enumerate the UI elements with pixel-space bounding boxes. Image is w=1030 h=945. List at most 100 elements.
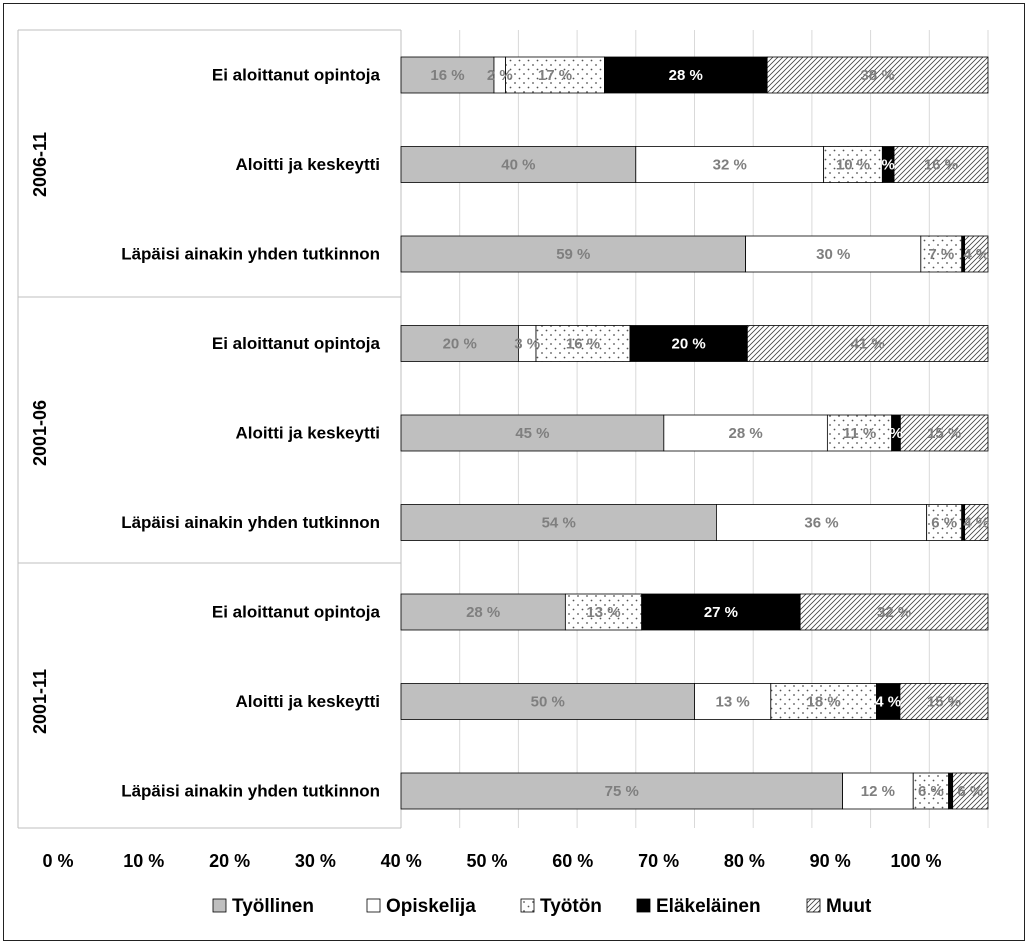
x-tick-label: 70 % xyxy=(638,851,679,871)
x-tick-label: 100 % xyxy=(890,851,941,871)
x-tick-label: 10 % xyxy=(123,851,164,871)
data-label: 59 % xyxy=(556,246,590,263)
category-label: Aloitti ja keskeytti xyxy=(235,692,380,711)
group-label: 2001-06 xyxy=(30,400,50,466)
x-tick-label: 30 % xyxy=(295,851,336,871)
bar-segment xyxy=(663,414,828,452)
data-label: 4 % xyxy=(963,246,989,263)
bar-segment xyxy=(635,146,825,183)
bar-segment xyxy=(926,504,963,541)
bar-segment xyxy=(604,56,768,94)
bar-segment xyxy=(400,325,519,362)
data-label: 16 % xyxy=(430,67,464,84)
labels-layer: 0 % 10 % 20 % 30 % 40 % 50 % 60 % 70 % 80 % 90 % 1… xyxy=(30,65,989,871)
data-label: 20 % xyxy=(443,335,477,352)
bar-segment xyxy=(694,683,772,720)
data-label: 20 % xyxy=(672,335,706,352)
bar-segment xyxy=(505,56,605,94)
data-label: 12 % xyxy=(861,783,895,800)
bar-segment xyxy=(823,146,883,183)
legend-swatch xyxy=(806,898,821,913)
x-tick-label: 50 % xyxy=(466,851,507,871)
legend-swatch xyxy=(366,898,381,913)
bar-segment xyxy=(400,593,566,631)
category-label: Läpäisi ainakin yhden tutkinnon xyxy=(121,244,380,263)
data-label: 28 % xyxy=(466,604,500,621)
legend-swatch xyxy=(636,898,651,913)
data-label: 27 % xyxy=(704,604,738,621)
data-label: 6 % xyxy=(957,783,983,800)
data-label: 2 % xyxy=(487,67,513,84)
data-label: 28 % xyxy=(669,67,703,84)
x-tick-label: 40 % xyxy=(381,851,422,871)
x-tick-label: 60 % xyxy=(552,851,593,871)
data-label: 15 % xyxy=(927,425,961,442)
bar-segment xyxy=(400,504,717,541)
bar-segment xyxy=(400,56,495,94)
category-label: Ei aloittanut opintoja xyxy=(212,334,381,353)
bar-segment xyxy=(899,683,989,720)
bar-segment xyxy=(400,772,843,810)
data-label: 18 % xyxy=(807,693,841,710)
category-label: Ei aloittanut opintoja xyxy=(212,602,381,621)
data-label: 36 % xyxy=(804,514,838,531)
data-label: % xyxy=(889,425,902,442)
legend-label: Opiskelija xyxy=(386,896,476,917)
bar-segment xyxy=(766,56,989,94)
legend-label: Eläkeläinen xyxy=(656,896,761,917)
data-label: 50 % xyxy=(531,693,565,710)
bar-segment xyxy=(948,772,954,810)
bar-segment xyxy=(770,683,877,720)
data-label: 7 % xyxy=(928,246,954,263)
legend-swatch xyxy=(212,898,227,913)
data-label: 75 % xyxy=(605,783,639,800)
bar-segment xyxy=(826,414,893,452)
chart-frame xyxy=(3,3,1025,941)
bar-segment xyxy=(629,325,748,362)
data-label: 45 % xyxy=(515,425,549,442)
bar-segment xyxy=(745,235,922,273)
x-tick-label: 0 % xyxy=(42,851,73,871)
category-label: Aloitti ja keskeytti xyxy=(235,155,380,174)
bar-segment xyxy=(964,504,989,541)
data-label: 13 % xyxy=(586,604,620,621)
data-label: 28 % xyxy=(729,425,763,442)
category-label: Läpäisi ainakin yhden tutkinnon xyxy=(121,513,380,532)
bar-segment xyxy=(400,683,695,720)
legend-label: Työtön xyxy=(540,896,602,917)
legend: Työllinen Opiskelija Työtön Eläkeläinen Muut xyxy=(212,896,872,917)
data-label: 32 % xyxy=(713,156,747,173)
data-label: 4 % xyxy=(875,693,901,710)
legend-swatch xyxy=(520,898,535,913)
data-label: 54 % xyxy=(542,514,576,531)
bar-segment xyxy=(964,235,989,273)
data-label: 11 % xyxy=(843,425,876,442)
x-tick-label: 80 % xyxy=(724,851,765,871)
data-label: 3 % xyxy=(514,335,540,352)
data-label: 15 % xyxy=(927,693,961,710)
data-label: 30 % xyxy=(816,246,850,263)
group-label: 2001-11 xyxy=(30,669,50,734)
data-label: 17 % xyxy=(538,67,572,84)
bar-segment xyxy=(535,325,631,362)
data-label: 40 % xyxy=(501,156,535,173)
bar-segment xyxy=(799,593,989,631)
data-label: % xyxy=(882,156,895,173)
bar-segment xyxy=(920,235,963,273)
data-label: 10 % xyxy=(836,156,870,173)
bar-segment xyxy=(746,325,989,362)
data-label: 6 % xyxy=(918,783,944,800)
x-tick-label: 90 % xyxy=(810,851,851,871)
bars-layer xyxy=(400,56,989,810)
group-label: 2006-11 xyxy=(30,132,50,197)
category-label: Ei aloittanut opintoja xyxy=(212,65,381,84)
category-label: Aloitti ja keskeytti xyxy=(235,423,380,442)
bar-segment xyxy=(716,504,928,541)
data-label: 13 % xyxy=(716,693,750,710)
bar-segment xyxy=(952,772,989,810)
data-label: 16 % xyxy=(924,156,958,173)
legend-label: Työllinen xyxy=(232,896,314,917)
data-label: 32 % xyxy=(877,604,911,621)
category-label: Läpäisi ainakin yhden tutkinnon xyxy=(121,781,380,800)
